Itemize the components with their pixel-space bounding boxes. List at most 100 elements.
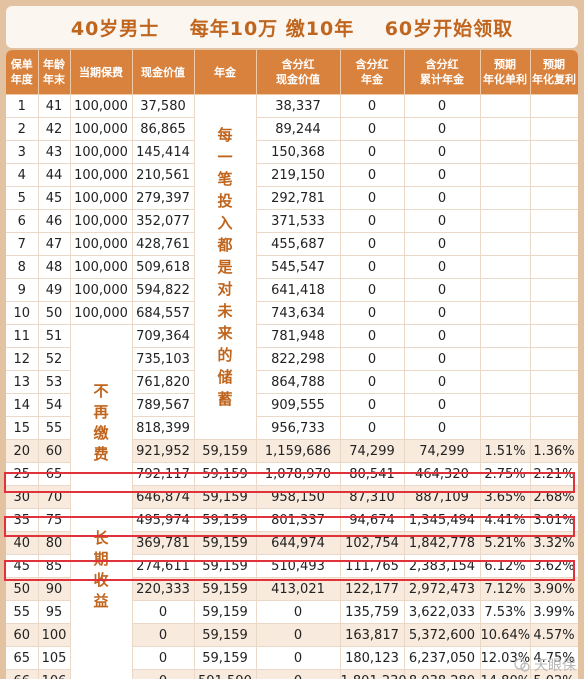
column-header-2: 当期保费 (70, 50, 133, 95)
table-cell: 74,299 (340, 439, 405, 463)
table-row: 7 47 100,000 428,761 455,687 0 0 (6, 232, 578, 256)
table-cell: 0 (404, 301, 481, 325)
table-cell (480, 186, 531, 210)
table-cell (480, 117, 531, 141)
table-cell: 761,820 (132, 370, 195, 394)
table-cell: 646,874 (132, 485, 195, 509)
table-cell: 65 (6, 646, 39, 670)
table-cell: 3.90% (530, 577, 578, 601)
table-cell (480, 370, 531, 394)
table-cell (480, 232, 531, 256)
table-cell: 0 (340, 278, 405, 302)
table-cell: 0 (340, 186, 405, 210)
table-cell: 1,078,970 (256, 462, 341, 486)
table-cell: 3.62% (530, 554, 578, 578)
table-cell: 0 (404, 94, 481, 118)
table-cell: 59,159 (194, 439, 257, 463)
table-cell: 150,368 (256, 140, 341, 164)
table-cell: 684,557 (132, 301, 195, 325)
table-cell: 6.12% (480, 554, 531, 578)
column-header-8: 预期 年化单利 (480, 50, 531, 95)
table-cell: 210,561 (132, 163, 195, 187)
table-row: 50 90 220,333 59,159 413,021 122,177 2,972,473… (6, 577, 578, 601)
table-cell (480, 278, 531, 302)
table-cell: 4 (6, 163, 39, 187)
table-cell (530, 232, 578, 256)
title-bar: 40岁男士 每年10万 缴10年 60岁开始领取 (6, 6, 578, 48)
table-cell (480, 255, 531, 279)
table-cell: 25 (6, 462, 39, 486)
table-cell: 106 (38, 669, 71, 679)
table-cell (530, 393, 578, 417)
table-cell: 100,000 (70, 209, 133, 233)
table-cell: 46 (38, 209, 71, 233)
table-cell: 2.21% (530, 462, 578, 486)
table-cell: 65 (38, 462, 71, 486)
table-cell: 5.02% (530, 669, 578, 679)
table-cell: 122,177 (340, 577, 405, 601)
table-row: 55 95 0 59,159 0 135,759 3,622,033 7.53% 3.99% (6, 600, 578, 624)
table-cell: 641,418 (256, 278, 341, 302)
table-cell: 10.64% (480, 623, 531, 647)
table-cell: 0 (404, 209, 481, 233)
table-cell: 2,383,154 (404, 554, 481, 578)
table-cell: 8,038,280 (404, 669, 481, 679)
table-cell: 0 (404, 370, 481, 394)
table-cell: 100,000 (70, 255, 133, 279)
table-cell: 59,159 (194, 462, 257, 486)
table-cell: 0 (340, 163, 405, 187)
table-cell: 100,000 (70, 186, 133, 210)
table-cell: 4.57% (530, 623, 578, 647)
premium-note-char: 长 (93, 529, 109, 547)
annuity-note-char: 入 (217, 214, 233, 232)
table-cell: 0 (404, 163, 481, 187)
table-cell: 100,000 (70, 278, 133, 302)
table-cell: 163,817 (340, 623, 405, 647)
table-cell: 1,159,686 (256, 439, 341, 463)
table-cell: 352,077 (132, 209, 195, 233)
table-cell: 644,974 (256, 531, 341, 555)
table-cell: 66 (6, 669, 39, 679)
table-cell (480, 301, 531, 325)
table-cell: 111,765 (340, 554, 405, 578)
table-cell: 59,159 (194, 577, 257, 601)
table-cell (480, 163, 531, 187)
table-cell (530, 163, 578, 187)
table-cell: 43 (38, 140, 71, 164)
premium-note-char: 再 (93, 403, 109, 421)
annuity-note-char: 是 (217, 258, 233, 276)
premium-note-char: 费 (93, 445, 109, 463)
table-row: 15 55 818,399 956,733 0 0 (6, 416, 578, 440)
watermark-text: 天眼保 (534, 658, 576, 674)
table-cell: 0 (132, 600, 195, 624)
table-cell: 55 (38, 416, 71, 440)
table-row: 40 80 369,781 59,159 644,974 102,754 1,842,778… (6, 531, 578, 555)
table-cell (480, 324, 531, 348)
table-row: 5 45 100,000 279,397 292,781 0 0 (6, 186, 578, 210)
table-row: 6 46 100,000 352,077 371,533 0 0 (6, 209, 578, 233)
table-cell: 59,159 (194, 508, 257, 532)
table-cell: 80,541 (340, 462, 405, 486)
table-cell: 42 (38, 117, 71, 141)
table-cell: 7.53% (480, 600, 531, 624)
table-cell: 90 (38, 577, 71, 601)
table-cell: 3 (6, 140, 39, 164)
table-cell: 594,822 (132, 278, 195, 302)
table-cell: 145,414 (132, 140, 195, 164)
data-table: 保单 年度 年龄 年末 当期保费 现金价值 年金 含分红 现金价值 含分红 年金 含分红 累计年金 预期年… (6, 50, 578, 679)
column-header-4: 年金 (194, 50, 257, 95)
table-row: 20 60 921,952 59,159 1,159,686 74,299 74,299 1.… (6, 439, 578, 463)
annuity-note-char: 蓄 (217, 390, 233, 408)
premium-note-char (71, 507, 132, 528)
table-cell: 0 (340, 117, 405, 141)
table-cell: 921,952 (132, 439, 195, 463)
table-cell: 0 (340, 140, 405, 164)
table-cell (480, 393, 531, 417)
table-cell: 9 (6, 278, 39, 302)
table-cell: 371,533 (256, 209, 341, 233)
table-cell: 0 (404, 324, 481, 348)
table-cell: 274,611 (132, 554, 195, 578)
table-cell: 100,000 (70, 232, 133, 256)
table-row: 65 105 0 59,159 0 180,123 6,237,050 12.03% 4.75% (6, 646, 578, 670)
column-header-7: 含分红 累计年金 (404, 50, 481, 95)
